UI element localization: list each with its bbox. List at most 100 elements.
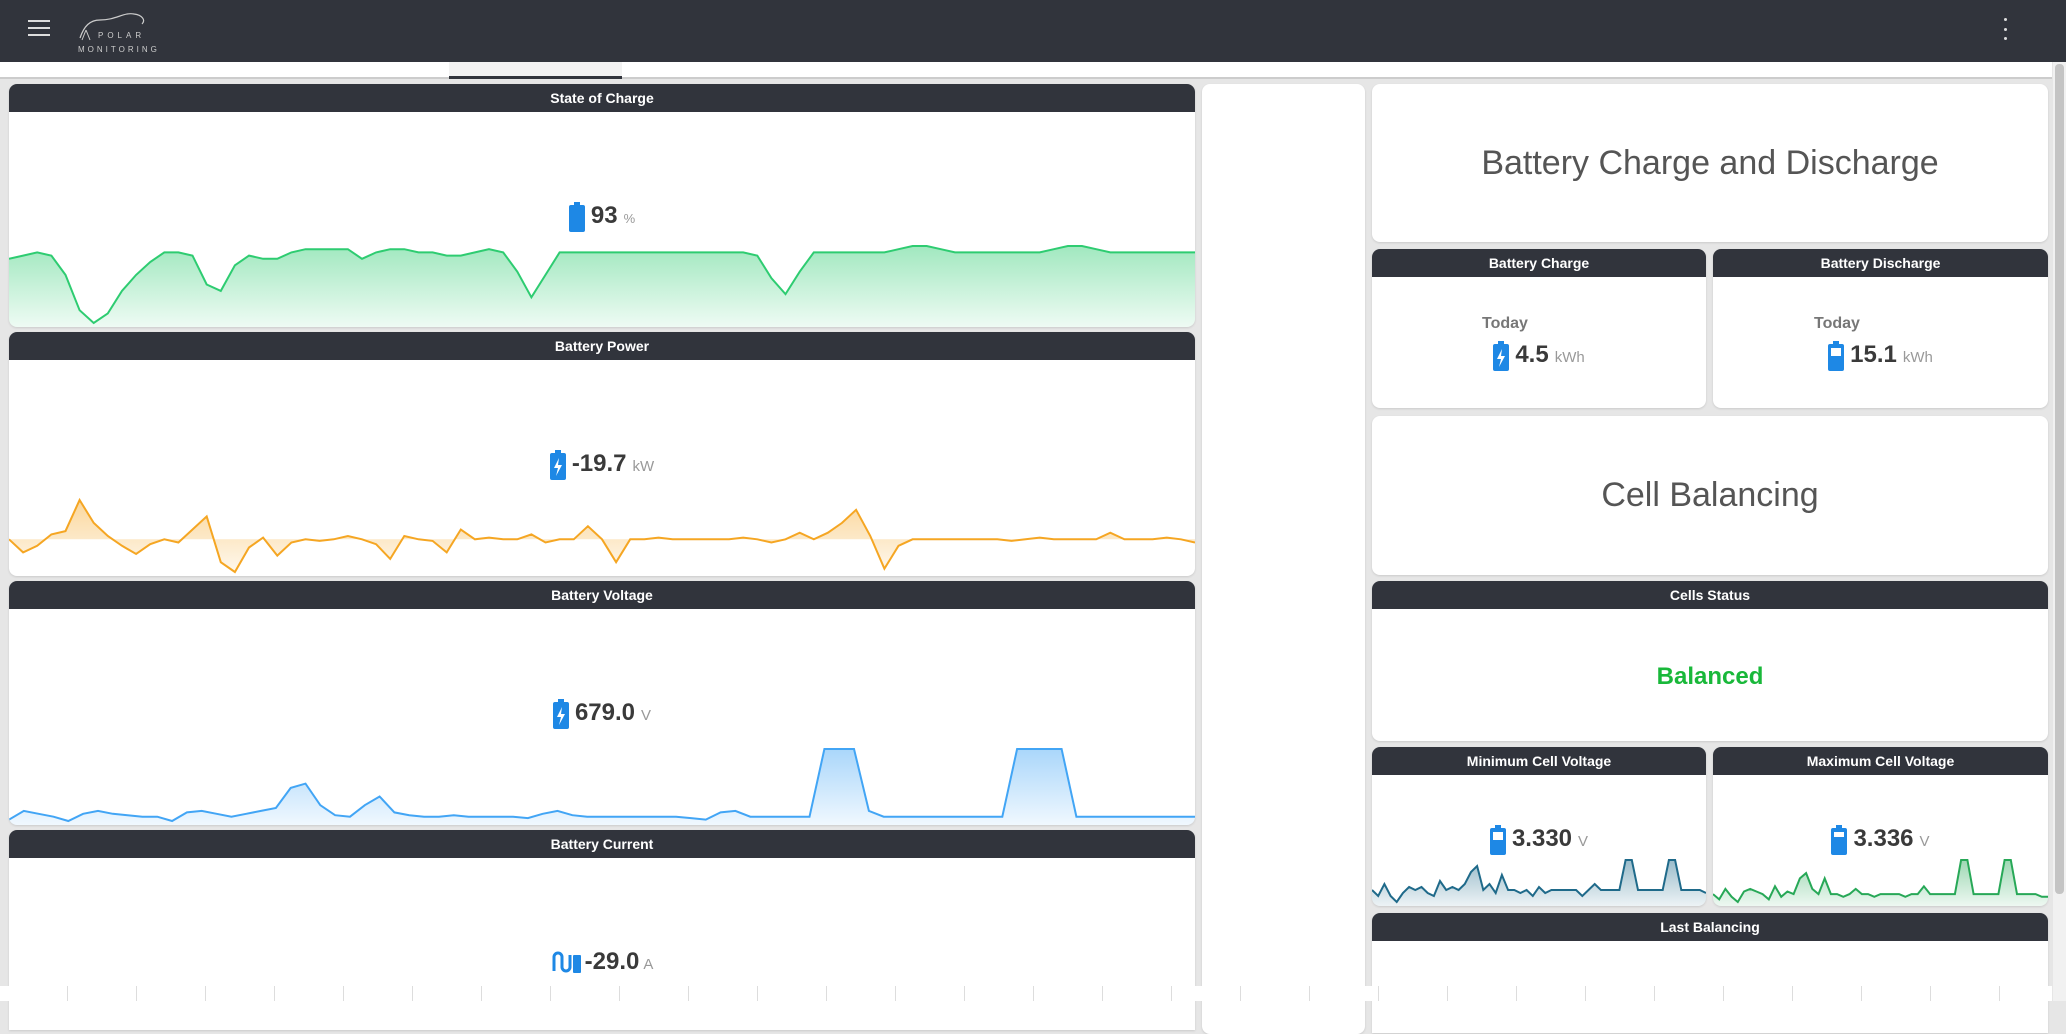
- current-readout: -29.0 A: [9, 948, 1195, 976]
- sparkline-line: [9, 245, 1195, 325]
- tick-mark: [1516, 986, 1517, 1001]
- tick-mark: [1240, 986, 1241, 1001]
- battery-voltage-card: Battery Voltage 679.0 V: [9, 581, 1195, 825]
- cells-status-value: Balanced: [1656, 663, 1764, 690]
- sparkline-line: [9, 748, 1195, 823]
- card-title: Battery Discharge: [1713, 249, 2048, 277]
- cell-balancing-heading-card: Cell Balancing: [1372, 416, 2048, 575]
- charge-readout: 4.5 kWh: [1372, 341, 1706, 371]
- tick-mark: [1309, 986, 1310, 1001]
- battery-charge-card: Battery Charge Today 4.5 kWh: [1372, 249, 1706, 408]
- min-cell-unit: V: [1578, 833, 1589, 850]
- voltage-value: 679.0: [574, 699, 636, 726]
- battery-icon: [1828, 341, 1845, 371]
- minimum-cell-voltage-card: Minimum Cell Voltage 3.330 V: [1372, 747, 1706, 906]
- cells-status-card: Cells Status Balanced: [1372, 581, 2048, 741]
- tick-mark: [1447, 986, 1448, 1001]
- tick-mark: [274, 986, 275, 1001]
- top-app-bar: POLAR MONITORING: [0, 0, 2066, 62]
- state-of-charge-card: State of Charge 93 %: [9, 84, 1195, 327]
- soc-sparkline: [9, 245, 1195, 327]
- vertical-scrollbar[interactable]: [2053, 62, 2066, 1001]
- voltage-readout: 679.0 V: [9, 699, 1195, 729]
- battery-discharge-card: Battery Discharge Today 15.1 kWh: [1713, 249, 2048, 408]
- hamburger-menu-button[interactable]: [28, 20, 50, 36]
- tick-mark: [1861, 986, 1862, 1001]
- charge-discharge-heading-card: Battery Charge and Discharge: [1372, 84, 2048, 242]
- power-value: -19.7: [571, 450, 627, 477]
- tick-mark: [895, 986, 896, 1001]
- card-title: Cells Status: [1372, 581, 2048, 609]
- card-title: Battery Charge: [1372, 249, 1706, 277]
- svg-text:POLAR: POLAR: [98, 31, 145, 40]
- max-cell-value: 3.336: [1853, 825, 1914, 852]
- card-title: Battery Power: [9, 332, 1195, 360]
- battery-icon: [1489, 825, 1506, 855]
- min-cell-sparkline: [1372, 859, 1706, 906]
- tick-mark: [136, 986, 137, 1001]
- discharge-readout: 15.1 kWh: [1713, 341, 2048, 371]
- battery-charging-icon: [549, 450, 566, 480]
- power-unit: kW: [632, 458, 655, 475]
- svg-text:MONITORING: MONITORING: [78, 45, 160, 54]
- tick-mark: [964, 986, 965, 1001]
- battery-icon: [1831, 825, 1848, 855]
- battery-charging-icon: [552, 699, 569, 729]
- battery-icon: [568, 202, 585, 232]
- polar-monitoring-logo: POLAR MONITORING: [78, 13, 160, 54]
- more-options-button[interactable]: [2000, 18, 2010, 40]
- min-cell-readout: 3.330 V: [1372, 825, 1706, 855]
- sparkline-line: [1713, 859, 2048, 904]
- power-sparkline: [9, 497, 1195, 574]
- charge-unit: kWh: [1554, 349, 1585, 366]
- period-label: Today: [1482, 315, 1528, 332]
- max-cell-sparkline: [1713, 859, 2048, 906]
- sparkline-area: [9, 246, 1195, 327]
- card-title: Battery Current: [9, 830, 1195, 858]
- bottom-tick-strip: [0, 986, 2052, 1001]
- charge-value: 4.5: [1515, 341, 1549, 368]
- battery-power-card: Battery Power -19.7 kW: [9, 332, 1195, 576]
- tick-mark: [826, 986, 827, 1001]
- current-value: -29.0: [584, 948, 640, 975]
- tick-mark: [67, 986, 68, 1001]
- card-title: Maximum Cell Voltage: [1713, 747, 2048, 775]
- tick-mark: [1585, 986, 1586, 1001]
- sparkline-area: [1713, 860, 2048, 906]
- tick-mark: [1171, 986, 1172, 1001]
- tick-mark: [1033, 986, 1034, 1001]
- card-title: Battery Voltage: [9, 581, 1195, 609]
- last-balancing-card: Last Balancing: [1372, 913, 2048, 1033]
- scrollbar-thumb[interactable]: [2055, 64, 2064, 894]
- tick-mark: [1378, 986, 1379, 1001]
- tick-mark: [1102, 986, 1103, 1001]
- tick-mark: [1999, 986, 2000, 1001]
- tick-mark: [343, 986, 344, 1001]
- sparkline-area: [1372, 860, 1706, 906]
- voltage-unit: V: [641, 707, 652, 724]
- current-unit: A: [643, 956, 654, 973]
- section-title: Cell Balancing: [1601, 476, 1819, 514]
- soc-value: 93: [590, 202, 618, 229]
- power-readout: -19.7 kW: [9, 450, 1195, 480]
- tick-mark: [1792, 986, 1793, 1001]
- tab-active[interactable]: [449, 62, 622, 79]
- maximum-cell-voltage-card: Maximum Cell Voltage 3.336 V: [1713, 747, 2048, 906]
- tick-mark: [1930, 986, 1931, 1001]
- tick-mark: [412, 986, 413, 1001]
- tick-mark: [205, 986, 206, 1001]
- spacer-card: [1202, 84, 1365, 1034]
- discharge-value: 15.1: [1850, 341, 1897, 368]
- tick-mark: [619, 986, 620, 1001]
- discharge-unit: kWh: [1902, 349, 1933, 366]
- max-cell-unit: V: [1919, 833, 1930, 850]
- period-label: Today: [1814, 315, 1860, 332]
- card-title: State of Charge: [9, 84, 1195, 112]
- tab-strip: [0, 62, 2052, 79]
- tick-mark: [757, 986, 758, 1001]
- min-cell-value: 3.330: [1511, 825, 1573, 852]
- voltage-sparkline: [9, 748, 1195, 825]
- battery-current-icon: [552, 951, 581, 973]
- sparkline-area: [9, 749, 1195, 825]
- battery-charging-icon: [1493, 341, 1510, 371]
